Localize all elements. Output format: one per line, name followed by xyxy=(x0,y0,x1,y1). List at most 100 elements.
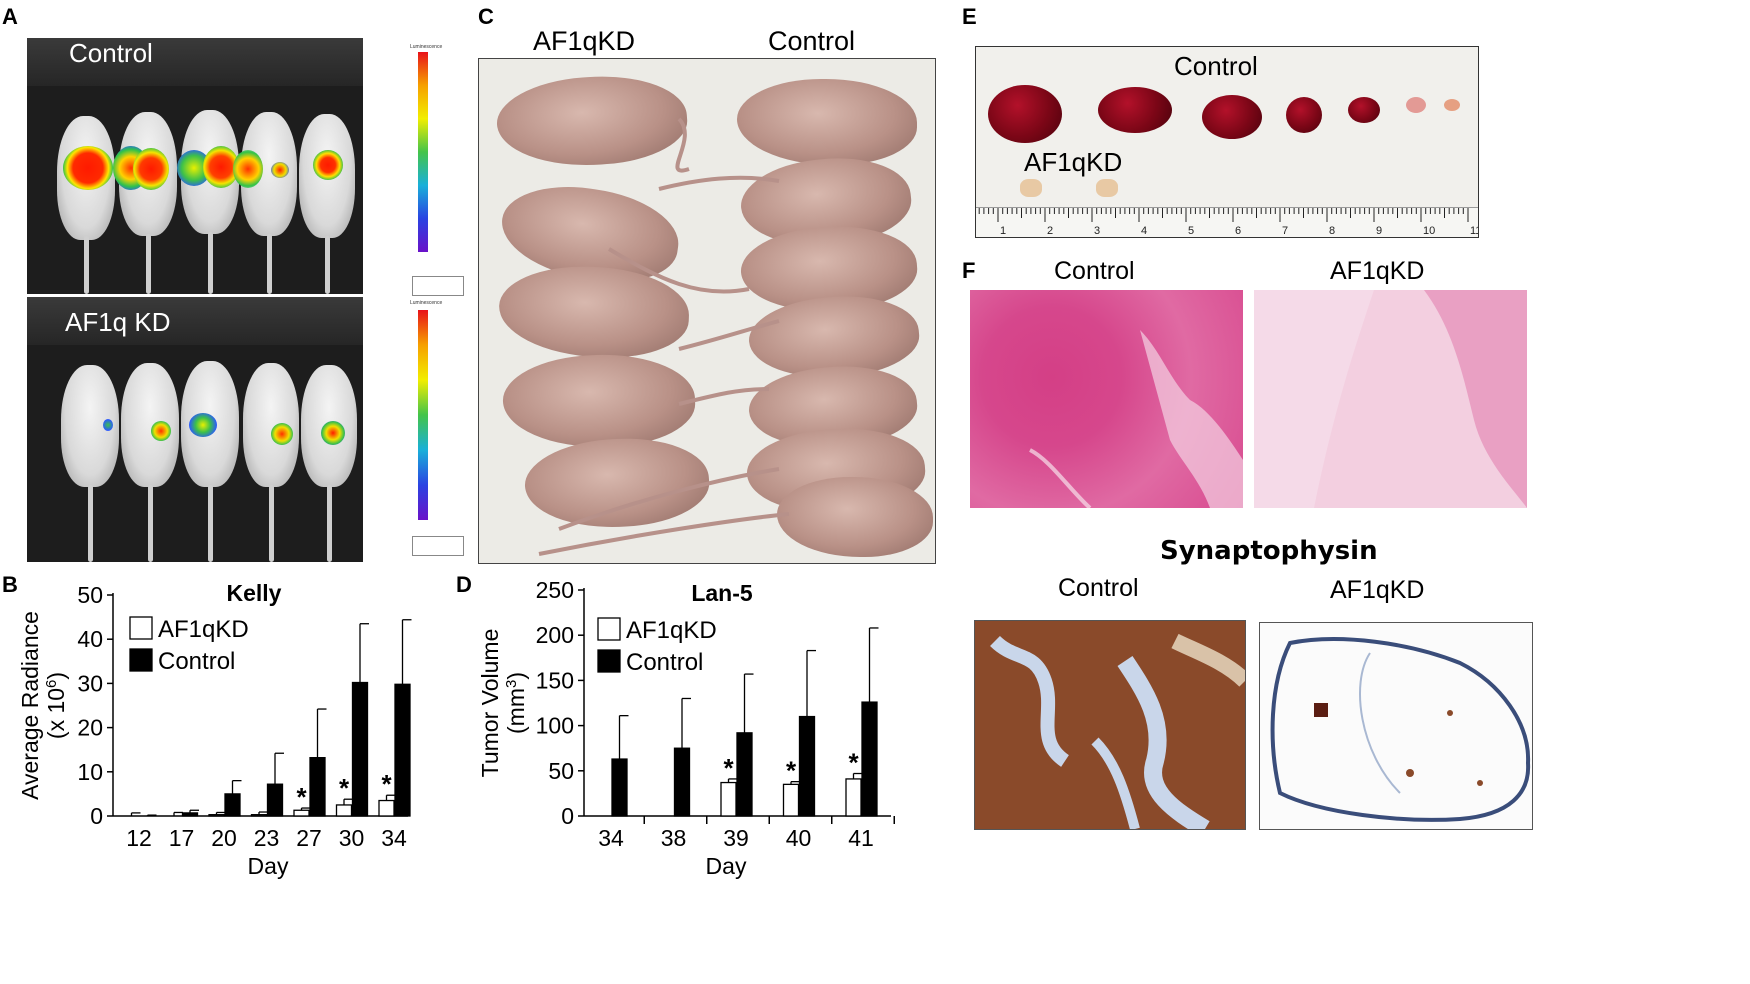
x-tick-label: 12 xyxy=(126,825,152,851)
y-tick-label: 200 xyxy=(536,622,574,648)
panel-c-letter: C xyxy=(478,4,494,29)
x-tick-label: 27 xyxy=(296,825,322,851)
syn-kd-label: AF1qKD xyxy=(1330,576,1425,604)
ivis-kd-label: AF1q KD xyxy=(65,307,171,337)
he-kd-image xyxy=(1254,290,1527,508)
x-tick-label: 34 xyxy=(381,825,407,851)
bar-af1qkd xyxy=(208,814,225,817)
syn-control-image xyxy=(974,620,1246,830)
significance-star: * xyxy=(786,756,797,786)
lan5-chart: Lan-5 0 50 100 150 200 250 Tumor Volume (mm3) 34 3… xyxy=(456,570,896,884)
tumors-kd-label: AF1qKD xyxy=(1024,147,1123,177)
legend-label-af1qkd: AF1qKD xyxy=(626,617,717,644)
legend-label-control: Control xyxy=(158,648,235,675)
y-tick-label: 250 xyxy=(536,577,574,603)
synaptophysin-title: Synaptophysin xyxy=(1160,536,1378,566)
bar-control xyxy=(181,812,199,817)
bar-af1qkd xyxy=(782,783,800,817)
luminescence-scale-top: Luminescence xyxy=(410,40,464,300)
x-tick-label: 30 xyxy=(339,825,365,851)
significance-star: * xyxy=(339,773,350,803)
syn-control-label: Control xyxy=(1058,574,1139,602)
legend-label-control: Control xyxy=(626,649,703,676)
x-tick-label: 41 xyxy=(848,825,874,851)
y-tick-label: 50 xyxy=(77,582,103,608)
x-tick-label: 34 xyxy=(598,825,624,851)
mice-kd-label: AF1qKD xyxy=(533,26,636,56)
bar-control xyxy=(266,783,284,817)
he-control-label: Control xyxy=(1054,257,1135,285)
ruler: 1 2 3 4 5 6 7 8 9 10 11 xyxy=(976,207,1478,237)
x-tick-label: 17 xyxy=(169,825,195,851)
panel-f-letter: F xyxy=(962,258,976,283)
tumors-control-label: Control xyxy=(1174,51,1258,81)
bar-control xyxy=(309,757,326,817)
legend-swatch-control xyxy=(597,649,621,673)
kelly-chart: Kelly 0 10 20 30 40 50 Average Radiance (x 106) 1… xyxy=(0,570,440,884)
y-tick-label: 40 xyxy=(77,626,103,652)
syn-kd-image xyxy=(1259,622,1533,830)
ruler-number: 3 xyxy=(1094,225,1100,237)
bar-af1qkd xyxy=(293,809,310,817)
excised-tumors-photo: Control AF1qKD 1 2 3 4 5 6 7 8 9 10 11 xyxy=(975,46,1479,238)
y-tick-label: 0 xyxy=(90,803,103,829)
panel-a-letter: A xyxy=(2,4,18,29)
bar-af1qkd xyxy=(845,778,862,817)
legend-swatch-control xyxy=(129,648,153,672)
bar-control xyxy=(798,715,816,817)
luminescence-scale-bottom: Luminescence xyxy=(410,300,464,562)
x-tick-label: 39 xyxy=(723,825,749,851)
x-axis-label: Day xyxy=(706,853,747,879)
bar-control xyxy=(861,701,878,817)
significance-star: * xyxy=(723,753,734,783)
x-tick-label: 38 xyxy=(661,825,687,851)
mice-control-label: Control xyxy=(768,26,856,56)
ruler-number: 11 xyxy=(1470,225,1478,237)
legend-swatch-af1qkd xyxy=(129,616,153,640)
ivis-kd-image: AF1q KD xyxy=(27,297,363,562)
scale-title-top: Luminescence xyxy=(410,44,443,50)
chart-title: Lan-5 xyxy=(691,580,753,606)
x-axis-label: Day xyxy=(248,853,289,879)
scale-title-bottom: Luminescence xyxy=(410,300,443,306)
bar-af1qkd xyxy=(720,781,737,817)
y-tick-label: 20 xyxy=(77,715,103,741)
he-kd-label: AF1qKD xyxy=(1330,257,1425,285)
ivis-control-label: Control xyxy=(69,38,153,68)
x-tick-label: 20 xyxy=(211,825,237,851)
he-control-image xyxy=(970,290,1243,508)
y-tick-label: 30 xyxy=(77,670,103,696)
bar-control xyxy=(736,732,753,817)
ivis-control-image: Control xyxy=(27,38,363,294)
significance-star: * xyxy=(381,769,392,799)
legend-label-af1qkd: AF1qKD xyxy=(158,616,249,643)
panel-d-letter: D xyxy=(456,572,472,597)
mice-photo xyxy=(478,58,936,564)
significance-star: * xyxy=(296,782,307,812)
y-tick-label: 150 xyxy=(536,667,574,693)
x-tick-label: 23 xyxy=(254,825,280,851)
bar-control xyxy=(224,793,241,817)
y-axis-label: Tumor Volume xyxy=(477,629,503,778)
y-tick-label: 50 xyxy=(548,758,574,784)
x-tick-label: 40 xyxy=(786,825,812,851)
bar-control xyxy=(673,747,691,817)
y-axis-unit: (mm3) xyxy=(503,672,529,734)
bar-control xyxy=(351,681,369,817)
ruler-number: 9 xyxy=(1376,225,1382,237)
y-tick-label: 0 xyxy=(561,803,574,829)
y-tick-label: 10 xyxy=(77,759,103,785)
bar-control xyxy=(611,758,628,817)
legend-swatch-af1qkd xyxy=(597,617,621,641)
bar-control xyxy=(394,683,411,817)
ruler-number: 8 xyxy=(1329,225,1335,237)
bar-af1qkd xyxy=(378,799,395,817)
ruler-number: 5 xyxy=(1188,225,1194,237)
ruler-number: 4 xyxy=(1141,225,1147,237)
bar-af1qkd xyxy=(335,804,353,817)
panel-b-letter: B xyxy=(2,572,18,597)
ruler-number: 7 xyxy=(1282,225,1288,237)
y-tick-label: 100 xyxy=(536,713,574,739)
y-axis-unit: (x 106) xyxy=(43,672,69,739)
y-axis-label: Average Radiance xyxy=(17,611,43,800)
